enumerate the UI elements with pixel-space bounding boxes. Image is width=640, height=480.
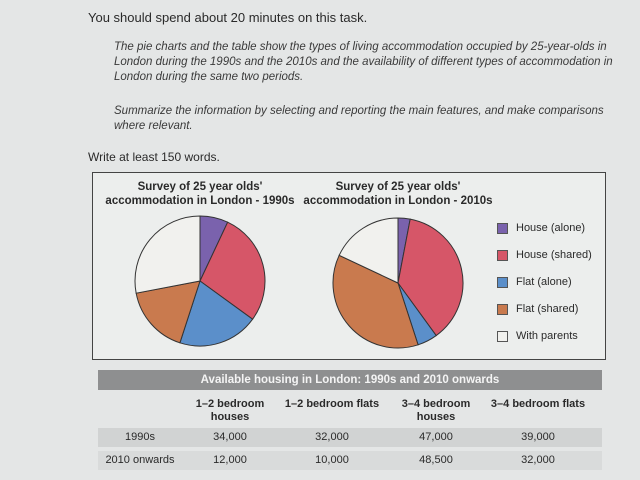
pie-slice (199, 221, 266, 320)
pie-slice (179, 280, 254, 347)
legend-swatch (497, 276, 508, 288)
table-cell: 1990s (125, 431, 155, 443)
table-cell: 34,000 (213, 431, 247, 443)
pie-slice (134, 215, 201, 294)
pie-slice (135, 280, 201, 344)
legend-swatch (497, 330, 508, 342)
chart-title: Survey of 25 year olds' accommodation in… (303, 181, 493, 207)
column-header: 3–4 bedroom houses (401, 398, 471, 423)
table-cell: 32,000 (521, 454, 555, 466)
legend-item: House (alone) (497, 222, 585, 234)
legend-item: House (shared) (497, 249, 592, 261)
table-cell: 48,500 (419, 454, 453, 466)
column-header: 3–4 bedroom flats (490, 398, 586, 410)
legend-swatch (497, 303, 508, 315)
instruction: Summarize the information by selecting a… (114, 105, 604, 132)
row-band (98, 428, 602, 447)
table-cell: 10,000 (315, 454, 349, 466)
legend-label: With parents (516, 330, 578, 342)
legend-item: With parents (497, 330, 578, 342)
legend-label: House (shared) (516, 249, 592, 261)
word-count: Write at least 150 words. (88, 150, 220, 164)
table-title: Available housing in London: 1990s and 2… (98, 370, 602, 390)
table-cell: 39,000 (521, 431, 555, 443)
legend-label: Flat (shared) (516, 303, 579, 315)
legend-swatch (497, 249, 508, 261)
row-band (98, 451, 602, 470)
chart-title: Survey of 25 year olds' accommodation in… (105, 181, 295, 207)
legend-label: House (alone) (516, 222, 586, 234)
table-cell: 12,000 (213, 454, 247, 466)
prompt: The pie charts and the table show the ty… (114, 41, 613, 83)
table-cell: 2010 onwards (105, 454, 175, 466)
column-header: 1–2 bedroom houses (195, 398, 265, 423)
legend-label: Flat (alone) (516, 276, 572, 288)
table-cell: 32,000 (315, 431, 349, 443)
pie-slice (332, 254, 419, 349)
table-cell: 47,000 (419, 431, 453, 443)
pie-slice (397, 218, 464, 337)
legend-swatch (497, 222, 508, 234)
column-header: 1–2 bedroom flats (284, 398, 380, 410)
task-line: You should spend about 20 minutes on thi… (88, 10, 368, 25)
pie-slice (338, 217, 399, 284)
legend-item: Flat (shared) (497, 303, 578, 315)
legend-item: Flat (alone) (497, 276, 572, 288)
